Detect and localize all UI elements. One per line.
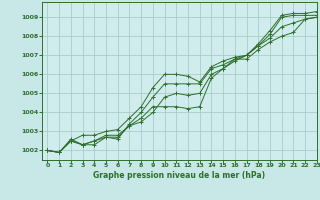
X-axis label: Graphe pression niveau de la mer (hPa): Graphe pression niveau de la mer (hPa) — [93, 171, 265, 180]
